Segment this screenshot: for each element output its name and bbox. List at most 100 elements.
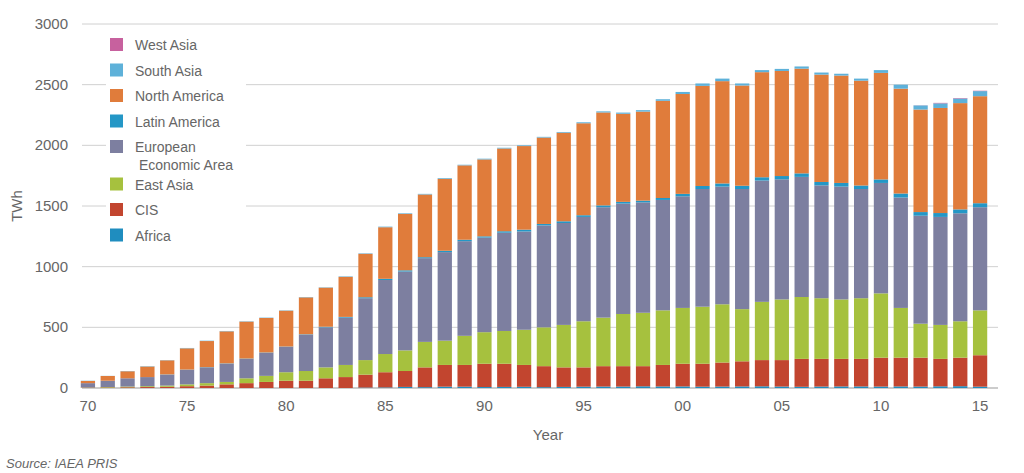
bar-segment [973, 91, 987, 96]
bar-segment [854, 185, 868, 189]
bar-segment [656, 99, 670, 101]
bar-segment [834, 386, 848, 388]
bar-segment [378, 354, 392, 372]
bar-segment [894, 308, 908, 358]
legend-swatch [110, 89, 123, 102]
bar-segment [358, 254, 372, 297]
bar-segment [120, 388, 134, 389]
bar-segment [299, 297, 313, 334]
bar-segment [279, 311, 293, 347]
bar-segment [418, 258, 432, 342]
legend-label-line: European [135, 139, 196, 155]
y-axis-label: TWh [8, 190, 25, 222]
bar-segment [636, 202, 650, 312]
bar-segment [279, 347, 293, 372]
bar-segment [497, 148, 511, 231]
bar-segment [140, 387, 154, 388]
bar-segment [239, 321, 253, 322]
legend-label: West Asia [135, 37, 197, 53]
bar-segment [695, 83, 709, 84]
bar-segment [596, 207, 610, 317]
bar-segment [735, 361, 749, 386]
bar-segment [120, 387, 134, 388]
bar-segment [180, 347, 194, 348]
bar-segment [497, 387, 511, 388]
bar-segment [220, 384, 234, 388]
bar-segment [517, 330, 531, 365]
bar-segment [220, 330, 234, 331]
bar-segment [457, 165, 471, 239]
bar-segment [557, 387, 571, 388]
bar-segment [834, 187, 848, 300]
bar-segment [596, 111, 610, 112]
bar-segment [299, 297, 313, 298]
bar-segment [438, 178, 452, 179]
bar-segment [101, 387, 115, 388]
bar-segment [537, 224, 551, 225]
bar-segment [596, 366, 610, 386]
y-tick-label: 0 [60, 379, 68, 396]
bar-segment [120, 371, 134, 378]
bar-segment [398, 350, 412, 371]
bar-segment [953, 98, 967, 99]
bar-segment [477, 158, 491, 160]
legend-label: East Asia [135, 177, 194, 193]
bar-segment [894, 89, 908, 194]
bar-segment [537, 136, 551, 137]
bar-segment [537, 225, 551, 327]
bar-segment [814, 185, 828, 298]
bar-segment [180, 348, 194, 369]
y-tick-label: 3000 [35, 15, 68, 32]
bar-segment [239, 383, 253, 388]
legend-swatch [110, 178, 123, 191]
bar-segment [775, 299, 789, 360]
bar-segment [160, 360, 174, 361]
bar-segment [418, 367, 432, 387]
bar-segment [378, 280, 392, 354]
bar-segment [775, 360, 789, 386]
legend-swatch [110, 64, 123, 77]
bar-segment [775, 387, 789, 388]
x-tick-label: 70 [80, 397, 97, 414]
bar-segment [358, 375, 372, 388]
bar-segment [795, 66, 809, 68]
bar-segment [695, 189, 709, 307]
bar-segment [378, 279, 392, 280]
bar-segment [457, 164, 471, 165]
bar-segment [814, 75, 828, 182]
bar-segment [913, 105, 927, 109]
bar-segment [418, 342, 432, 367]
bar-segment [715, 79, 729, 82]
bar-segment [457, 336, 471, 365]
bar-segment [755, 70, 769, 72]
bar-segment [715, 187, 729, 305]
bar-segment [319, 287, 333, 288]
bar-segment [775, 68, 789, 69]
x-tick-label: 10 [873, 397, 890, 414]
bar-segment [557, 133, 571, 222]
bar-segment [101, 388, 115, 389]
y-tick-label: 1000 [35, 258, 68, 275]
chart: 0500100015002000250030007075808590950005… [0, 0, 1024, 473]
legend-swatch [110, 38, 123, 51]
bar-segment [576, 215, 590, 217]
bar-segment [358, 298, 372, 360]
bar-segment [596, 387, 610, 388]
bar-segment [438, 365, 452, 387]
bar-segment [418, 193, 432, 194]
bar-segment [140, 367, 154, 378]
bar-segment [339, 377, 353, 388]
bar-segment [656, 99, 670, 100]
bar-segment [894, 84, 908, 85]
bar-segment [497, 331, 511, 364]
bar-segment [457, 365, 471, 387]
x-tick-label: 95 [575, 397, 592, 414]
bar-segment [695, 387, 709, 388]
bar-segment [636, 366, 650, 386]
bar-segment [874, 179, 888, 183]
bar-segment [636, 386, 650, 388]
bar-segment [457, 164, 471, 166]
legend-background [106, 32, 246, 250]
bar-segment [775, 71, 789, 176]
y-tick-label: 2000 [35, 136, 68, 153]
